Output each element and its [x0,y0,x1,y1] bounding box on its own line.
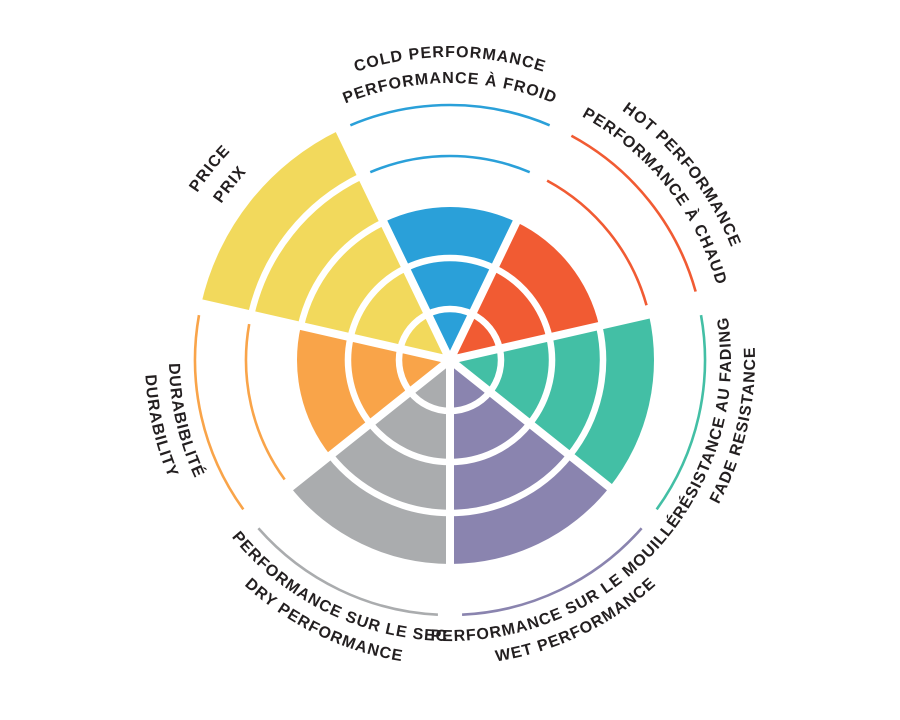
sector-price-ring-dividers [247,173,430,350]
sector-dry-wedge [290,360,450,564]
remaining-ring-arcs [193,103,707,617]
sector-fade-remaining-rings-arc [655,314,707,511]
sector-wet-remaining-rings-arc [462,527,643,617]
sector-fills [201,130,655,564]
sector-dry-remaining-rings-arc [257,527,438,617]
sector-cold-remaining-rings-arc [349,103,551,174]
sector-price-wedge [201,130,450,360]
sector-hot-label-line1: HOT PERFORMANCE [619,100,743,250]
sector-durability-wedge [297,325,450,456]
sector-durability-remaining-rings-arc [193,314,286,511]
sector-cold-wedge [383,207,517,360]
sector-hot-remaining-rings-arc [546,134,697,306]
sector-wet-wedge [450,360,610,564]
sector-separators [183,113,717,632]
sector-cold-label-line2: PERFORMANCE À FROID [341,70,560,107]
